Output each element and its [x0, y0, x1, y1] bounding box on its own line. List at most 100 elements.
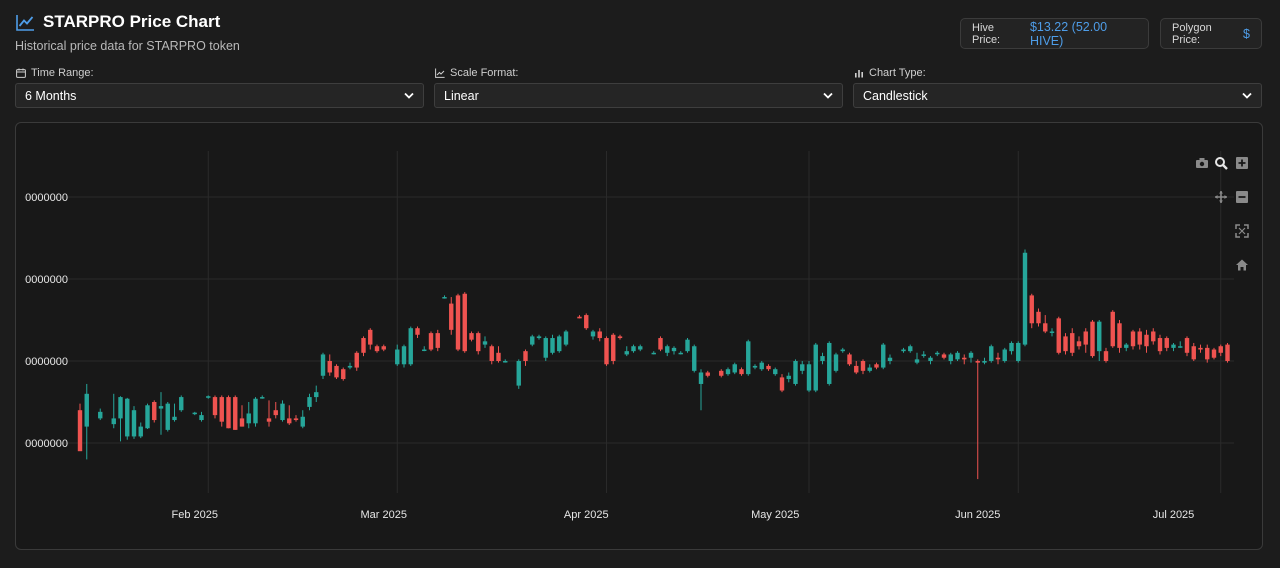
candle-body — [584, 315, 589, 329]
zoom-out-icon[interactable] — [1236, 191, 1248, 203]
candle-body — [496, 352, 501, 361]
candle-body — [368, 329, 373, 345]
candle-body — [347, 365, 353, 368]
candle-body — [192, 412, 197, 415]
chart-type-value: Candlestick — [863, 88, 928, 103]
candle-body — [320, 354, 326, 376]
candle-body — [246, 413, 251, 424]
candle-body — [428, 333, 434, 350]
zoom-icon[interactable] — [1215, 157, 1228, 170]
candle-body — [813, 344, 818, 391]
chart-type-label: Chart Type: — [854, 67, 926, 79]
hive-price-value: $13.22 (52.00 HIVE) — [1029, 19, 1108, 48]
candle-body — [1164, 338, 1169, 348]
candle-body — [489, 346, 494, 361]
candle-body — [374, 346, 380, 352]
candle-body — [1049, 331, 1055, 333]
candle-body — [381, 346, 386, 350]
candle-body — [833, 354, 839, 371]
candle-body — [334, 365, 339, 378]
candle-body — [1090, 321, 1095, 357]
x-tick-label: Feb 2025 — [172, 509, 218, 521]
candle-body — [219, 397, 224, 422]
candle-body — [1002, 349, 1007, 361]
candle-body — [314, 392, 319, 398]
candle-body — [536, 336, 542, 339]
time-range-select[interactable]: 6 Months — [15, 83, 424, 108]
candle-body — [752, 365, 758, 368]
candle-body — [206, 396, 211, 398]
candle-body — [516, 361, 521, 386]
chart-container[interactable]: 0000000 0000000 0000000 0000000 Feb 2025 Mar … — [15, 122, 1263, 550]
candle-body — [692, 346, 697, 371]
candle-body — [604, 338, 609, 365]
y-tick-label: 0000000 — [25, 438, 68, 450]
candlestick-chart[interactable]: 0000000 0000000 0000000 0000000 Feb 2025 Mar … — [16, 123, 1262, 549]
scale-format-value: Linear — [444, 88, 479, 103]
candle-body — [725, 369, 731, 375]
camera-icon[interactable] — [1196, 158, 1208, 168]
candle-body — [435, 333, 440, 348]
candle-body — [199, 415, 204, 421]
hive-price-label: Hive Price: — [972, 21, 1001, 46]
candle-body — [989, 346, 994, 361]
reset-axes-icon[interactable] — [1236, 259, 1248, 271]
candle-body — [1151, 331, 1156, 342]
candle-body — [860, 361, 866, 371]
candle-body — [1124, 344, 1129, 348]
candle-body — [408, 328, 413, 365]
candle-body — [287, 418, 292, 424]
chart-type-select[interactable]: Candlestick — [853, 83, 1262, 108]
polygon-price-value: $ — [1243, 26, 1250, 41]
candle-body — [77, 410, 83, 452]
candle-body — [1137, 331, 1142, 345]
candle-body — [179, 397, 184, 411]
candle-body — [280, 403, 285, 421]
candle-body — [212, 397, 218, 416]
hive-price-badge: Hive Price: $13.22 (52.00 HIVE) — [960, 18, 1149, 49]
candle-body — [611, 334, 616, 361]
candle-body — [874, 364, 879, 368]
candle-body — [152, 402, 157, 421]
candle-body — [914, 359, 920, 363]
candle-body — [1178, 346, 1183, 348]
autoscale-icon[interactable] — [1235, 224, 1249, 238]
candle-body — [1083, 331, 1088, 345]
candle-body — [867, 367, 872, 371]
x-tick-label: Jul 2025 — [1153, 509, 1195, 521]
chart-type-label-text: Chart Type: — [869, 67, 926, 79]
candle-body — [941, 354, 947, 358]
candle-body — [766, 365, 771, 370]
candle-body — [975, 361, 980, 363]
candle-body — [118, 397, 123, 419]
candle-body — [1184, 338, 1190, 353]
bar-chart-icon — [855, 70, 863, 78]
candle-body — [482, 341, 488, 345]
candle-body — [1171, 344, 1176, 348]
candle-body — [300, 416, 305, 427]
candle-body — [746, 341, 751, 375]
candle-body — [759, 362, 764, 370]
candle-body — [732, 364, 737, 373]
candle-body — [361, 338, 366, 353]
candle-body — [131, 410, 137, 437]
candle-body — [557, 336, 562, 352]
zoom-in-icon[interactable] — [1236, 157, 1248, 169]
candle-body — [908, 346, 913, 352]
candle-body — [1198, 347, 1203, 350]
candle-body — [422, 349, 427, 352]
polygon-price-badge: Polygon Price: $ — [1160, 18, 1262, 49]
candle-body — [476, 333, 481, 352]
candle-body — [1022, 252, 1028, 345]
candle-body — [827, 342, 832, 384]
candle-body — [955, 352, 960, 360]
candle-body — [847, 354, 852, 365]
scale-format-select[interactable]: Linear — [434, 83, 843, 108]
candle-body — [530, 336, 535, 345]
candle-body — [563, 331, 569, 345]
candle-body — [1191, 346, 1196, 360]
candle-body — [233, 397, 238, 430]
pan-icon[interactable] — [1215, 191, 1227, 203]
candle-body — [968, 352, 974, 358]
